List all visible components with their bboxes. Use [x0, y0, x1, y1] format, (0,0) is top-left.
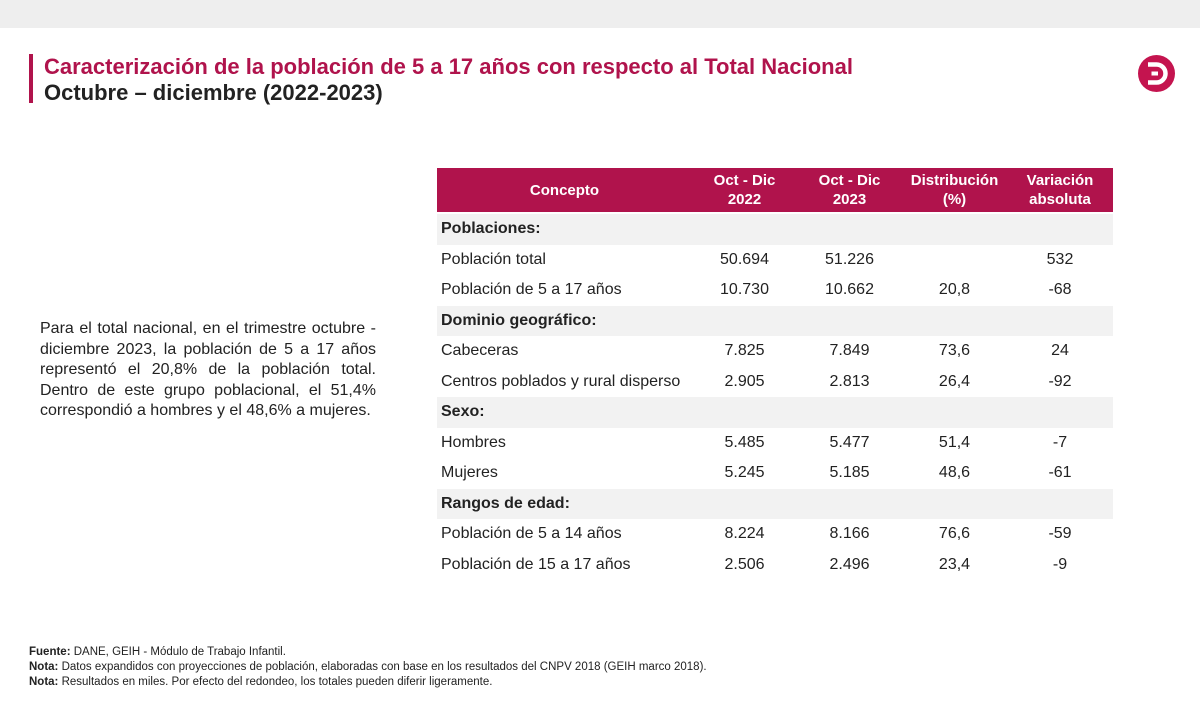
title-accent-bar	[29, 54, 33, 103]
concept-cell: Mujeres	[441, 464, 498, 482]
variation-cell: -92	[1048, 372, 1072, 390]
concept-cell: Población total	[441, 250, 546, 268]
table-row: Población de 5 a 17 años 10.730 10.662 20,8…	[437, 275, 1113, 306]
distribution-cell: 23,4	[938, 555, 971, 573]
distribution-cell: 73,6	[938, 342, 971, 360]
value-2022-cell: 8.224	[724, 525, 765, 543]
variation-cell: -7	[1052, 433, 1068, 451]
value-2023-cell: 2.813	[829, 372, 870, 390]
header-concepto: Concepto	[437, 168, 692, 214]
header-2023: Oct - Dic 2023	[797, 168, 902, 214]
value-2022-cell: 5.485	[724, 433, 765, 451]
table-row: Población de 5 a 14 años 8.224 8.166 76,6 -5…	[437, 519, 1113, 550]
value-2022-cell: 2.506	[724, 555, 765, 573]
footer-fuente: Fuente: DANE, GEIH - Módulo de Trabajo I…	[29, 645, 707, 660]
footer-notes: Fuente: DANE, GEIH - Módulo de Trabajo I…	[29, 645, 707, 690]
group-label: Poblaciones:	[437, 213, 1113, 245]
header-label-line: Oct - Dic	[713, 172, 776, 189]
distribution-cell: 48,6	[938, 464, 971, 482]
concept-cell: Población de 15 a 17 años	[441, 555, 631, 573]
table-row: Cabeceras 7.825 7.849 73,6 24	[437, 336, 1113, 367]
variation-cell: 532	[1046, 250, 1074, 268]
table-group-row: Dominio geográfico:	[437, 305, 1113, 336]
value-2022-cell: 2.905	[724, 372, 765, 390]
header-label-line: absoluta	[1029, 191, 1091, 208]
table-header-row: Concepto Oct - Dic 2022 Oct - Dic 2023 Dis…	[437, 168, 1113, 214]
concept-cell: Centros poblados y rural disperso	[441, 372, 681, 390]
footer-nota2-text: Resultados en miles. Por efecto del redo…	[58, 676, 493, 688]
concept-cell: Población de 5 a 17 años	[441, 281, 622, 299]
header-label-line: 2022	[727, 191, 762, 208]
value-2023-cell: 51.226	[825, 250, 874, 268]
page-subtitle: Octubre – diciembre (2022-2023)	[44, 80, 383, 105]
distribution-cell: 51,4	[938, 433, 971, 451]
table-row: Población total 50.694 51.226 532	[437, 245, 1113, 276]
table-row: Hombres 5.485 5.477 51,4 -7	[437, 428, 1113, 459]
footer-fuente-text: DANE, GEIH - Módulo de Trabajo Infantil.	[70, 646, 286, 658]
value-2022-cell: 50.694	[720, 250, 769, 268]
value-2023-cell: 8.166	[829, 525, 870, 543]
header-label-line: (%)	[942, 191, 967, 208]
footer-fuente-label: Fuente:	[29, 646, 71, 658]
table-group-row: Rangos de edad:	[437, 488, 1113, 519]
value-2023-cell: 2.496	[829, 555, 870, 573]
distribution-cell	[902, 245, 1007, 276]
variation-cell: -68	[1048, 281, 1072, 299]
footer-nota1-text: Datos expandidos con proyecciones de pob…	[58, 661, 707, 673]
header-label-line: Variación	[1026, 172, 1094, 189]
top-band	[0, 0, 1200, 28]
footer-nota-1: Nota: Datos expandidos con proyecciones …	[29, 660, 707, 675]
table-row: Población de 15 a 17 años 2.506 2.496 23,4 -…	[437, 550, 1113, 581]
concept-cell: Hombres	[441, 433, 506, 451]
distribution-cell: 76,6	[938, 525, 971, 543]
value-2023-cell: 7.849	[829, 342, 870, 360]
group-label: Rangos de edad:	[437, 488, 1113, 519]
header-variacion: Variación absoluta	[1007, 168, 1113, 214]
header-label-line: Oct - Dic	[818, 172, 881, 189]
concept-cell: Población de 5 a 14 años	[441, 525, 622, 543]
value-2023-cell: 5.477	[829, 433, 870, 451]
header-label-line: 2023	[832, 191, 867, 208]
variation-cell: -59	[1048, 525, 1072, 543]
variation-cell: -9	[1052, 555, 1068, 573]
footer-nota2-label: Nota:	[29, 676, 59, 688]
header-distribucion: Distribución (%)	[902, 168, 1007, 214]
value-2022-cell: 7.825	[724, 342, 765, 360]
group-label: Dominio geográfico:	[437, 305, 1113, 336]
header-2022: Oct - Dic 2022	[692, 168, 797, 214]
table-group-row: Poblaciones:	[437, 213, 1113, 245]
footer-nota1-label: Nota:	[29, 661, 59, 673]
value-2022-cell: 10.730	[720, 281, 769, 299]
footer-nota-2: Nota: Resultados en miles. Por efecto de…	[29, 675, 707, 690]
summary-text: Para el total nacional, en el trimestre …	[40, 320, 376, 419]
page-title: Caracterización de la población de 5 a 1…	[44, 54, 853, 79]
distribution-cell: 26,4	[938, 372, 971, 390]
variation-cell: 24	[1051, 342, 1069, 360]
value-2023-cell: 10.662	[825, 281, 874, 299]
distribution-cell: 20,8	[938, 281, 971, 299]
table-group-row: Sexo:	[437, 397, 1113, 428]
value-2023-cell: 5.185	[829, 464, 870, 482]
concept-cell: Cabeceras	[441, 342, 519, 360]
variation-cell: -61	[1048, 464, 1072, 482]
group-label: Sexo:	[437, 397, 1113, 428]
table-row: Mujeres 5.245 5.185 48,6 -61	[437, 458, 1113, 489]
dane-logo-icon	[1138, 55, 1175, 92]
header-concepto-label: Concepto	[529, 181, 600, 199]
data-table: Concepto Oct - Dic 2022 Oct - Dic 2023 Dis…	[437, 168, 1113, 580]
value-2022-cell: 5.245	[724, 464, 765, 482]
header-label-line: Distribución	[910, 172, 999, 189]
table-row: Centros poblados y rural disperso 2.905 2.…	[437, 367, 1113, 398]
